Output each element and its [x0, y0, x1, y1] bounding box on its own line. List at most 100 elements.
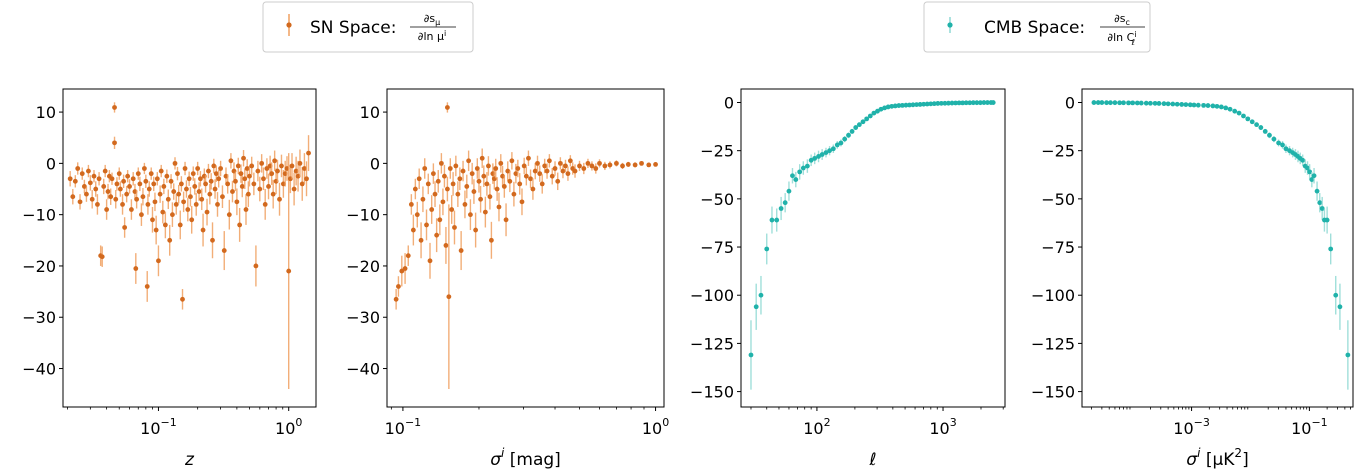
data-point	[620, 163, 625, 169]
data-point	[113, 196, 119, 202]
data-point	[977, 100, 983, 106]
y-tick-label: −30	[346, 308, 380, 327]
data-point	[434, 232, 440, 238]
data-point	[84, 191, 89, 197]
data-point	[860, 119, 866, 125]
data-point	[1138, 100, 1144, 106]
axes-frame	[740, 88, 1006, 408]
data-point	[889, 103, 895, 109]
data-point	[204, 209, 210, 215]
data-point	[143, 178, 149, 184]
data-point	[139, 212, 144, 218]
panel-cmb-ell: 0 −25 −50 −75 −100 −125 −150 102 103 ℓ	[690, 88, 1006, 470]
data-point	[1121, 100, 1126, 106]
data-point	[489, 237, 494, 243]
legend-cmb-fraction-num: ∂sc	[1114, 12, 1130, 27]
data-point	[148, 171, 154, 177]
data-point	[899, 102, 905, 108]
data-point	[460, 168, 466, 174]
data-point	[405, 253, 411, 259]
data-point	[532, 168, 538, 174]
data-point	[985, 100, 990, 105]
data-point	[245, 191, 251, 197]
data-point	[216, 176, 222, 182]
data-point	[921, 101, 927, 107]
data-point	[823, 150, 829, 156]
data-point	[468, 212, 473, 218]
data-point	[515, 166, 521, 171]
data-point	[414, 212, 420, 218]
data-point	[970, 100, 976, 106]
data-point	[157, 191, 163, 197]
y-tick-label: −25	[1041, 142, 1075, 161]
data-point	[275, 168, 280, 174]
data-point	[225, 181, 231, 187]
data-point	[462, 202, 468, 207]
data-point	[867, 113, 873, 119]
data-point	[152, 199, 158, 205]
data-point	[137, 181, 143, 187]
data-point	[653, 161, 658, 167]
data-point	[239, 184, 245, 189]
data-point	[928, 101, 934, 107]
y-tick-label: 10	[360, 103, 380, 122]
data-point	[539, 181, 545, 187]
data-point	[116, 171, 122, 177]
data-point	[797, 169, 803, 175]
x-tick-label: 103	[929, 416, 956, 438]
data-point	[753, 304, 759, 310]
data-point	[938, 100, 944, 106]
data-point	[496, 204, 502, 210]
x-axis-label: ℓ	[868, 450, 876, 470]
data-point	[396, 284, 401, 289]
data-point	[1095, 100, 1101, 105]
data-point	[144, 284, 150, 289]
data-point	[990, 100, 996, 105]
data-point	[154, 176, 160, 182]
data-point	[458, 248, 464, 253]
data-point	[213, 171, 219, 177]
data-point	[511, 191, 517, 197]
data-point	[1218, 104, 1224, 110]
data-point	[218, 166, 224, 171]
data-point	[297, 160, 303, 166]
data-point	[81, 184, 87, 189]
data-point	[535, 160, 540, 166]
data-point	[262, 202, 268, 207]
y-tick-label: −40	[346, 360, 380, 379]
data-point	[207, 191, 213, 197]
data-point	[838, 140, 844, 146]
data-point	[133, 266, 139, 271]
data-point	[435, 178, 441, 184]
data-point	[625, 161, 631, 167]
data-point	[112, 105, 117, 110]
data-point	[1262, 129, 1268, 134]
data-point	[790, 173, 795, 179]
data-point	[917, 102, 923, 107]
panel-cmb-sigma: 0 −25 −50 −75 −100 −125 −150 10−3 10−1 σi [μK2]	[1031, 88, 1354, 470]
data-point	[1328, 246, 1334, 252]
data-point	[1309, 177, 1315, 182]
data-point	[251, 181, 257, 187]
y-tick-label: −150	[690, 383, 734, 402]
data-point	[109, 176, 115, 182]
data-point	[440, 199, 446, 205]
y-tick-label: 0	[370, 154, 380, 173]
data-point	[793, 177, 799, 182]
data-point	[914, 102, 919, 108]
data-point	[1174, 101, 1180, 107]
data-point	[172, 160, 178, 166]
data-point	[1195, 102, 1201, 108]
data-point	[1147, 100, 1153, 106]
data-point	[412, 186, 418, 192]
data-point	[99, 254, 105, 260]
data-point	[1319, 206, 1325, 211]
data-point	[519, 199, 525, 205]
data-point	[188, 194, 193, 200]
data-point	[176, 191, 182, 197]
data-point	[1249, 119, 1255, 125]
data-point	[646, 162, 652, 168]
data-point	[632, 162, 638, 168]
data-point	[903, 102, 909, 108]
data-point	[156, 258, 161, 264]
